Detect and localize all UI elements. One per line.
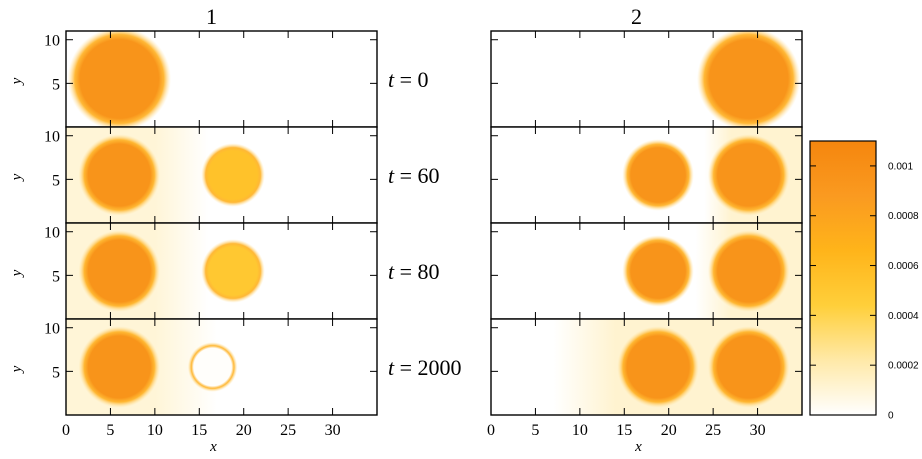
column-title-2: 2 — [631, 4, 642, 29]
panel-field — [491, 127, 802, 223]
x-axis-label: x — [209, 439, 217, 455]
x-tick-label: 30 — [750, 422, 766, 439]
y-tick-label: 5 — [52, 172, 60, 189]
y-tick-label: 10 — [44, 225, 60, 242]
time-label: t = 0 — [388, 67, 429, 92]
concentration-disc — [201, 143, 265, 207]
labels-layer: 1 2t = 0t = 60t = 80t = 2000 — [206, 4, 642, 380]
panel-field — [491, 31, 802, 127]
time-label: t = 60 — [388, 163, 440, 188]
concentration-disc — [617, 326, 699, 408]
time-value: = 0 — [394, 67, 428, 92]
x-tick-label: 0 — [487, 422, 495, 439]
y-tick-label: 5 — [52, 268, 60, 285]
panel-field — [66, 127, 377, 223]
concentration-disc — [622, 235, 694, 307]
y-tick-label: 5 — [52, 364, 60, 381]
y-axis-label: y — [9, 269, 25, 278]
panel-field — [66, 319, 377, 415]
x-tick-label: 5 — [106, 422, 114, 439]
y-axis-label: y — [9, 365, 25, 374]
colorbar-tick-label: 0.0008 — [888, 211, 919, 222]
concentration-disc — [78, 230, 161, 312]
y-tick-label: 5 — [52, 76, 60, 93]
x-tick-label: 25 — [705, 422, 721, 439]
time-variable: t — [388, 163, 395, 188]
concentration-disc — [696, 31, 801, 127]
x-tick-label: 10 — [147, 422, 163, 439]
x-tick-label: 10 — [572, 422, 588, 439]
concentration-disc — [707, 326, 790, 408]
time-value: = 60 — [394, 163, 439, 188]
panel-1-row-1: 5 10 y — [9, 30, 378, 128]
y-tick-label: 10 — [44, 33, 60, 50]
concentration-disc — [187, 342, 238, 392]
concentration-disc — [707, 230, 790, 312]
time-variable: t — [388, 67, 395, 92]
concentration-disc — [78, 326, 161, 408]
colorbar-tick-label: 0.0002 — [888, 361, 919, 372]
y-axis-label: y — [9, 173, 25, 182]
panel-frame — [65, 318, 378, 416]
panel-field — [66, 223, 377, 319]
column-title-1: 1 — [206, 4, 217, 29]
colorbar-tick-label: 0.001 — [888, 161, 913, 172]
concentration-disc — [201, 239, 265, 303]
y-tick-label: 10 — [44, 129, 60, 146]
panel-field — [491, 223, 802, 319]
panel-field — [491, 319, 802, 415]
panel-2-row-1 — [490, 30, 803, 128]
time-variable: t — [388, 355, 395, 380]
concentration-disc — [67, 31, 172, 127]
concentration-disc — [622, 139, 694, 211]
time-label: t = 80 — [388, 259, 440, 284]
panel-2-row-4: 0 5 10 15 20 25 30 x — [487, 318, 803, 455]
colorbar-scale — [809, 140, 877, 416]
time-variable: t — [388, 259, 395, 284]
x-tick-label: 20 — [661, 422, 677, 439]
x-tick-label: 5 — [531, 422, 539, 439]
x-tick-label: 0 — [62, 422, 70, 439]
panel-1-row-2: 5 10 y — [9, 126, 378, 224]
x-tick-label: 30 — [325, 422, 341, 439]
x-axis-label: x — [634, 439, 642, 455]
panel-1-row-3: 5 10 y — [9, 222, 378, 320]
concentration-disc — [78, 134, 161, 216]
y-tick-label: 10 — [44, 321, 60, 338]
panels-layer: 5 10 y 5 10 y 5 10 y 5 10 y 0 5 10 15 20 25 30 x 0 5 10 15 20 25 3… — [9, 30, 803, 455]
time-value: = 2000 — [394, 355, 461, 380]
x-tick-label: 15 — [191, 422, 207, 439]
x-tick-label: 20 — [236, 422, 252, 439]
panel-2-row-3 — [490, 222, 803, 320]
x-tick-label: 15 — [616, 422, 632, 439]
colorbar-tick-label: 0.0006 — [888, 261, 919, 272]
panel-field — [66, 31, 377, 127]
colorbar-tick-label: 0.0004 — [888, 311, 919, 322]
time-value: = 80 — [394, 259, 439, 284]
x-tick-label: 25 — [280, 422, 296, 439]
panel-2-row-2 — [490, 126, 803, 224]
colorbar-tick-label: 0 — [888, 411, 894, 422]
y-axis-label: y — [9, 77, 25, 86]
time-label: t = 2000 — [388, 355, 462, 380]
colorbar: 0 0.0002 0.0004 0.0006 0.0008 0.001 — [809, 140, 919, 422]
panel-frame — [490, 318, 803, 416]
concentration-disc — [707, 134, 790, 216]
panel-1-row-4: 5 10 y 0 5 10 15 20 25 30 x — [9, 318, 378, 455]
